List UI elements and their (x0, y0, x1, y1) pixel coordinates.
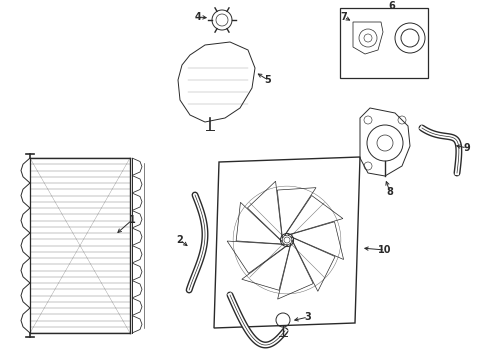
Text: 6: 6 (389, 1, 395, 11)
Text: 1: 1 (129, 215, 135, 225)
Text: 5: 5 (265, 75, 271, 85)
Text: 3: 3 (305, 312, 311, 322)
Text: 10: 10 (378, 245, 392, 255)
Text: 4: 4 (195, 12, 201, 22)
Text: 9: 9 (464, 143, 470, 153)
Text: 2: 2 (176, 235, 183, 245)
Text: 7: 7 (341, 12, 347, 22)
Text: 8: 8 (387, 187, 393, 197)
